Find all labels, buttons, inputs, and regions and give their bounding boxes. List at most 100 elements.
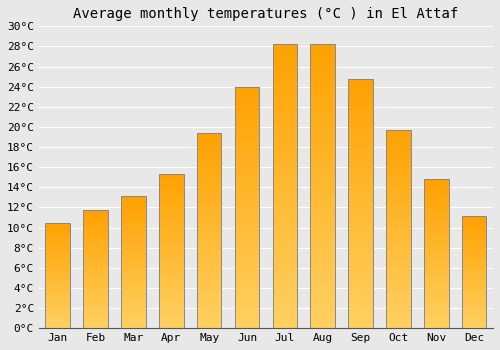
Bar	[159, 205, 184, 208]
Bar	[121, 323, 146, 326]
Bar	[84, 300, 108, 302]
Bar	[159, 319, 184, 322]
Bar	[84, 323, 108, 326]
Bar	[424, 313, 448, 316]
Bar	[462, 301, 486, 303]
Bar	[462, 254, 486, 257]
Bar	[234, 294, 260, 299]
Bar	[197, 242, 222, 246]
Bar	[84, 319, 108, 321]
Bar	[121, 196, 146, 199]
Bar	[234, 203, 260, 208]
Bar	[424, 194, 448, 197]
Bar	[462, 313, 486, 315]
Bar	[424, 293, 448, 295]
Bar	[386, 293, 410, 296]
Bar	[197, 172, 222, 176]
Bar	[121, 231, 146, 233]
Bar	[197, 301, 222, 305]
Bar	[46, 258, 70, 260]
Bar	[348, 124, 373, 128]
Bar	[310, 112, 335, 118]
Bar	[272, 226, 297, 232]
Bar	[197, 141, 222, 145]
Bar	[121, 252, 146, 254]
Bar	[272, 135, 297, 141]
Bar	[234, 154, 260, 159]
Bar	[159, 276, 184, 279]
Bar	[310, 254, 335, 260]
Bar	[348, 84, 373, 89]
Bar	[46, 322, 70, 324]
Bar	[46, 315, 70, 318]
Bar	[84, 246, 108, 248]
Bar	[121, 304, 146, 307]
Bar	[348, 154, 373, 159]
Bar	[348, 139, 373, 143]
Bar	[159, 242, 184, 245]
Bar	[272, 84, 297, 90]
Bar	[159, 294, 184, 297]
Bar	[84, 295, 108, 298]
Bar	[310, 249, 335, 254]
Bar	[84, 234, 108, 236]
Bar	[462, 239, 486, 241]
Bar	[462, 297, 486, 299]
Bar	[84, 236, 108, 239]
Bar	[272, 322, 297, 328]
Bar	[197, 262, 222, 266]
Bar	[121, 307, 146, 310]
Bar	[234, 227, 260, 232]
Bar	[348, 174, 373, 178]
Bar	[46, 235, 70, 237]
Bar	[272, 300, 297, 306]
Bar	[272, 198, 297, 203]
Bar	[462, 221, 486, 223]
Bar	[46, 260, 70, 263]
Bar	[424, 242, 448, 245]
Bar	[386, 182, 410, 186]
Bar	[159, 202, 184, 205]
Bar	[424, 289, 448, 293]
Bar	[462, 281, 486, 284]
Bar	[310, 101, 335, 107]
Bar	[159, 291, 184, 294]
Bar	[234, 265, 260, 270]
Bar	[234, 289, 260, 294]
Bar	[197, 309, 222, 313]
Bar	[234, 188, 260, 193]
Bar	[84, 217, 108, 220]
Bar	[424, 197, 448, 200]
Bar	[159, 180, 184, 183]
Bar	[310, 198, 335, 203]
Bar	[197, 281, 222, 285]
Bar	[348, 293, 373, 298]
Bar	[197, 234, 222, 238]
Bar	[159, 190, 184, 193]
Bar	[121, 249, 146, 252]
Bar	[46, 318, 70, 320]
Bar	[121, 281, 146, 284]
Bar	[348, 253, 373, 258]
Bar	[310, 209, 335, 215]
Bar	[272, 90, 297, 96]
Bar	[310, 135, 335, 141]
Bar	[348, 228, 373, 233]
Bar	[462, 246, 486, 248]
Bar	[84, 229, 108, 232]
Bar	[462, 252, 486, 254]
Bar	[84, 267, 108, 269]
Bar	[462, 277, 486, 279]
Bar	[197, 191, 222, 195]
Bar	[121, 246, 146, 249]
Bar	[84, 272, 108, 274]
Bar	[121, 225, 146, 228]
Bar	[386, 134, 410, 138]
Bar	[424, 262, 448, 266]
Bar	[272, 101, 297, 107]
Bar	[121, 254, 146, 257]
Bar	[272, 118, 297, 124]
Bar	[234, 285, 260, 289]
Bar	[310, 44, 335, 328]
Bar	[272, 141, 297, 147]
